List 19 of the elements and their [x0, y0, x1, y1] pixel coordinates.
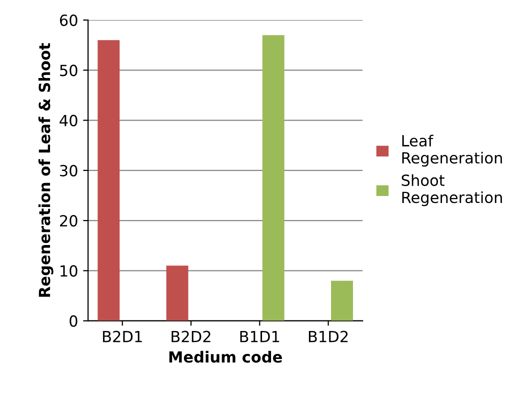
y-tick-label: 20	[60, 215, 78, 227]
bar	[98, 40, 120, 321]
x-axis-title: Medium code	[169, 350, 282, 363]
y-tick-label: 10	[60, 265, 78, 277]
x-tick-label: B1D2	[308, 330, 348, 342]
y-tick-label: 60	[60, 14, 78, 26]
x-tick-label: B2D1	[103, 330, 142, 342]
y-axis-title: Regeneration of Leaf & Shoot	[38, 43, 54, 297]
y-tick-label: 50	[60, 64, 78, 76]
bar	[166, 266, 188, 321]
legend-label: Shoot Regeneration	[402, 174, 502, 206]
y-tick-label: 0	[70, 315, 78, 327]
legend-label: Leaf Regeneration	[402, 134, 502, 167]
bar	[262, 35, 284, 321]
y-tick-label: 40	[60, 114, 78, 126]
x-tick-label: B2D2	[172, 330, 210, 342]
x-tick-label: B1D1	[240, 330, 280, 342]
bar	[331, 280, 353, 321]
y-tick-label: 30	[60, 164, 78, 176]
